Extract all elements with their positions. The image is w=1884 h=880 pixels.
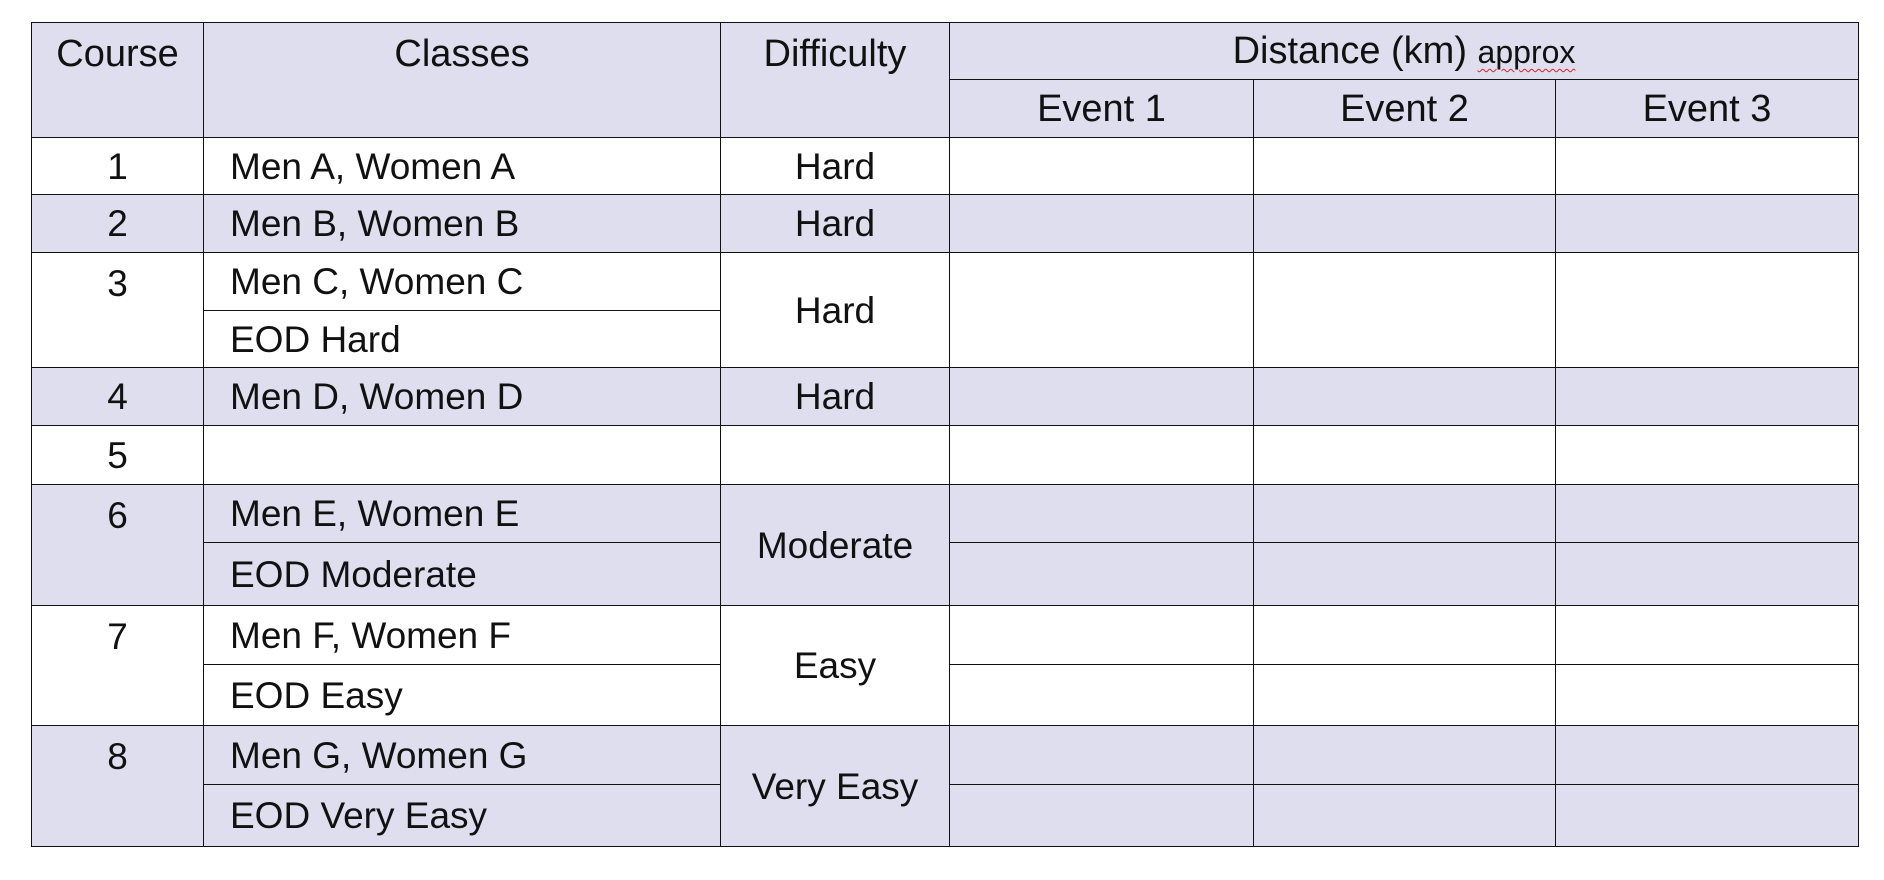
difficulty-cell — [720, 425, 950, 485]
header-event-1: Event 1 — [949, 79, 1254, 138]
event-3-cell[interactable] — [1555, 252, 1859, 368]
event-1-cell[interactable] — [949, 137, 1254, 195]
classes-cell: EOD Very Easy — [203, 784, 721, 847]
course-number: 6 — [31, 484, 204, 606]
classes-cell — [203, 425, 721, 485]
event-3-cell[interactable] — [1555, 484, 1859, 543]
event-1-cell[interactable] — [949, 484, 1254, 543]
header-distance: Distance (km) approx — [949, 22, 1859, 80]
event-3-cell[interactable] — [1555, 784, 1859, 847]
event-3-cell[interactable] — [1555, 425, 1859, 485]
event-1-cell[interactable] — [949, 542, 1254, 606]
event-1-cell[interactable] — [949, 252, 1254, 368]
event-3-cell[interactable] — [1555, 664, 1859, 726]
event-2-cell[interactable] — [1253, 542, 1556, 606]
classes-cell: EOD Moderate — [203, 542, 721, 606]
event-1-cell[interactable] — [949, 605, 1254, 665]
course-number: 2 — [31, 194, 204, 253]
event-2-cell[interactable] — [1253, 425, 1556, 485]
approx-label: approx — [1477, 34, 1576, 70]
event-3-cell[interactable] — [1555, 725, 1859, 785]
course-number: 8 — [31, 725, 204, 847]
classes-cell: Men C, Women C — [203, 252, 721, 311]
difficulty-cell: Hard — [720, 194, 950, 253]
header-difficulty: Difficulty — [720, 22, 950, 138]
event-2-cell[interactable] — [1253, 367, 1556, 426]
event-1-cell[interactable] — [949, 425, 1254, 485]
event-3-cell[interactable] — [1555, 194, 1859, 253]
event-2-cell[interactable] — [1253, 784, 1556, 847]
event-1-cell[interactable] — [949, 664, 1254, 726]
classes-cell: Men E, Women E — [203, 484, 721, 543]
classes-cell: EOD Easy — [203, 664, 721, 726]
header-event-2: Event 2 — [1253, 79, 1556, 138]
difficulty-cell: Moderate — [720, 484, 950, 606]
event-3-cell[interactable] — [1555, 542, 1859, 606]
event-2-cell[interactable] — [1253, 137, 1556, 195]
header-classes: Classes — [203, 22, 721, 138]
event-3-cell[interactable] — [1555, 605, 1859, 665]
course-number: 3 — [31, 252, 204, 368]
difficulty-cell: Very Easy — [720, 725, 950, 847]
course-number: 7 — [31, 605, 204, 726]
event-1-cell[interactable] — [949, 367, 1254, 426]
difficulty-cell: Easy — [720, 605, 950, 726]
event-1-cell[interactable] — [949, 784, 1254, 847]
course-number: 1 — [31, 137, 204, 195]
event-3-cell[interactable] — [1555, 367, 1859, 426]
difficulty-cell: Hard — [720, 137, 950, 195]
header-course: Course — [31, 22, 204, 138]
header-event-3: Event 3 — [1555, 79, 1859, 138]
event-1-cell[interactable] — [949, 194, 1254, 253]
distance-label: Distance (km) — [1232, 30, 1467, 72]
classes-cell: Men G, Women G — [203, 725, 721, 785]
classes-cell: Men A, Women A — [203, 137, 721, 195]
course-table: Course Classes Difficulty Distance (km) … — [31, 22, 1859, 847]
event-2-cell[interactable] — [1253, 484, 1556, 543]
event-1-cell[interactable] — [949, 725, 1254, 785]
classes-cell: EOD Hard — [203, 310, 721, 368]
difficulty-cell: Hard — [720, 252, 950, 368]
event-2-cell[interactable] — [1253, 664, 1556, 726]
event-3-cell[interactable] — [1555, 137, 1859, 195]
classes-cell: Men B, Women B — [203, 194, 721, 253]
course-number: 4 — [31, 367, 204, 426]
course-number: 5 — [31, 425, 204, 485]
classes-cell: Men D, Women D — [203, 367, 721, 426]
classes-cell: Men F, Women F — [203, 605, 721, 665]
event-2-cell[interactable] — [1253, 725, 1556, 785]
difficulty-cell: Hard — [720, 367, 950, 426]
event-2-cell[interactable] — [1253, 605, 1556, 665]
event-2-cell[interactable] — [1253, 194, 1556, 253]
event-2-cell[interactable] — [1253, 252, 1556, 368]
